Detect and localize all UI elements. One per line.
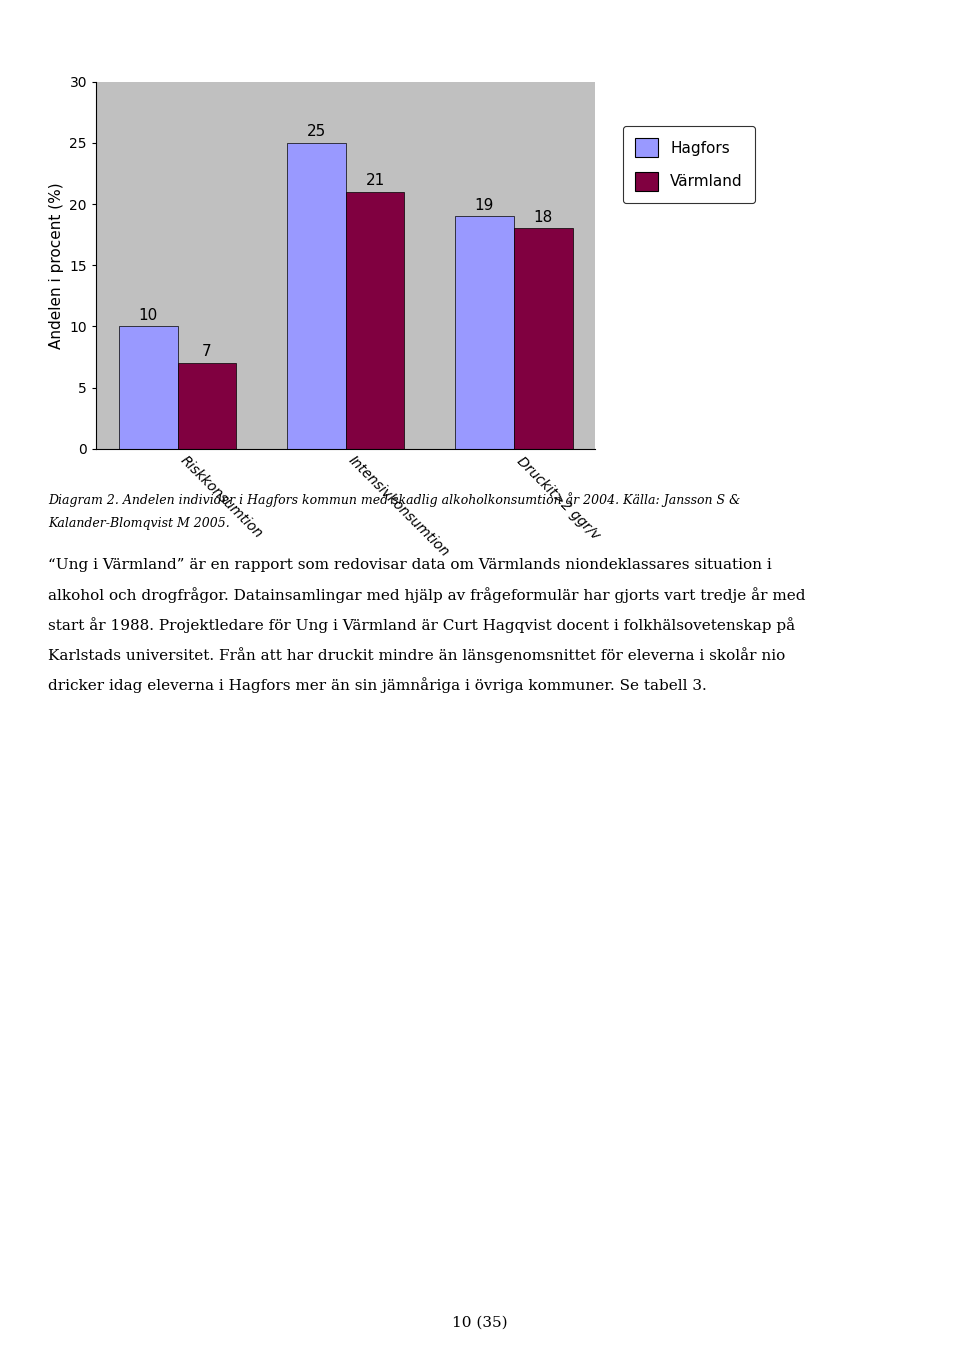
Text: 19: 19	[474, 197, 494, 212]
Text: Kalander-Blomqvist M 2005.: Kalander-Blomqvist M 2005.	[48, 517, 229, 530]
Bar	[346, 192, 404, 449]
Bar	[119, 326, 178, 449]
Text: 7: 7	[203, 344, 212, 359]
Text: Diagram 2. Andelen individer i Hagfors kommun med skadlig alkoholkonsumtion år 2: Diagram 2. Andelen individer i Hagfors k…	[48, 492, 740, 507]
Text: “Ung i Värmland” är en rapport som redovisar data om Värmlands niondeklassares s: “Ung i Värmland” är en rapport som redov…	[48, 558, 772, 571]
Text: 10: 10	[138, 307, 157, 322]
Y-axis label: Andelen i procent (%): Andelen i procent (%)	[49, 182, 63, 348]
Bar	[455, 216, 514, 449]
Text: 10 (35): 10 (35)	[452, 1316, 508, 1330]
Text: 21: 21	[366, 173, 385, 188]
Text: alkohol och drogfrågor. Datainsamlingar med hjälp av frågeformulär har gjorts va: alkohol och drogfrågor. Datainsamlingar …	[48, 588, 805, 604]
Text: 18: 18	[534, 209, 553, 224]
Text: Karlstads universitet. Från att har druckit mindre än länsgenomsnittet för eleve: Karlstads universitet. Från att har druc…	[48, 647, 785, 664]
Text: dricker idag eleverna i Hagfors mer än sin jämnåriga i övriga kommuner. Se tabel: dricker idag eleverna i Hagfors mer än s…	[48, 677, 707, 694]
Text: start år 1988. Projektledare för Ung i Värmland är Curt Hagqvist docent i folkhä: start år 1988. Projektledare för Ung i V…	[48, 617, 795, 634]
Bar	[178, 363, 236, 449]
Bar	[287, 143, 346, 449]
Bar	[514, 228, 572, 449]
Legend: Hagfors, Värmland: Hagfors, Värmland	[623, 126, 755, 203]
Text: 25: 25	[306, 124, 325, 139]
